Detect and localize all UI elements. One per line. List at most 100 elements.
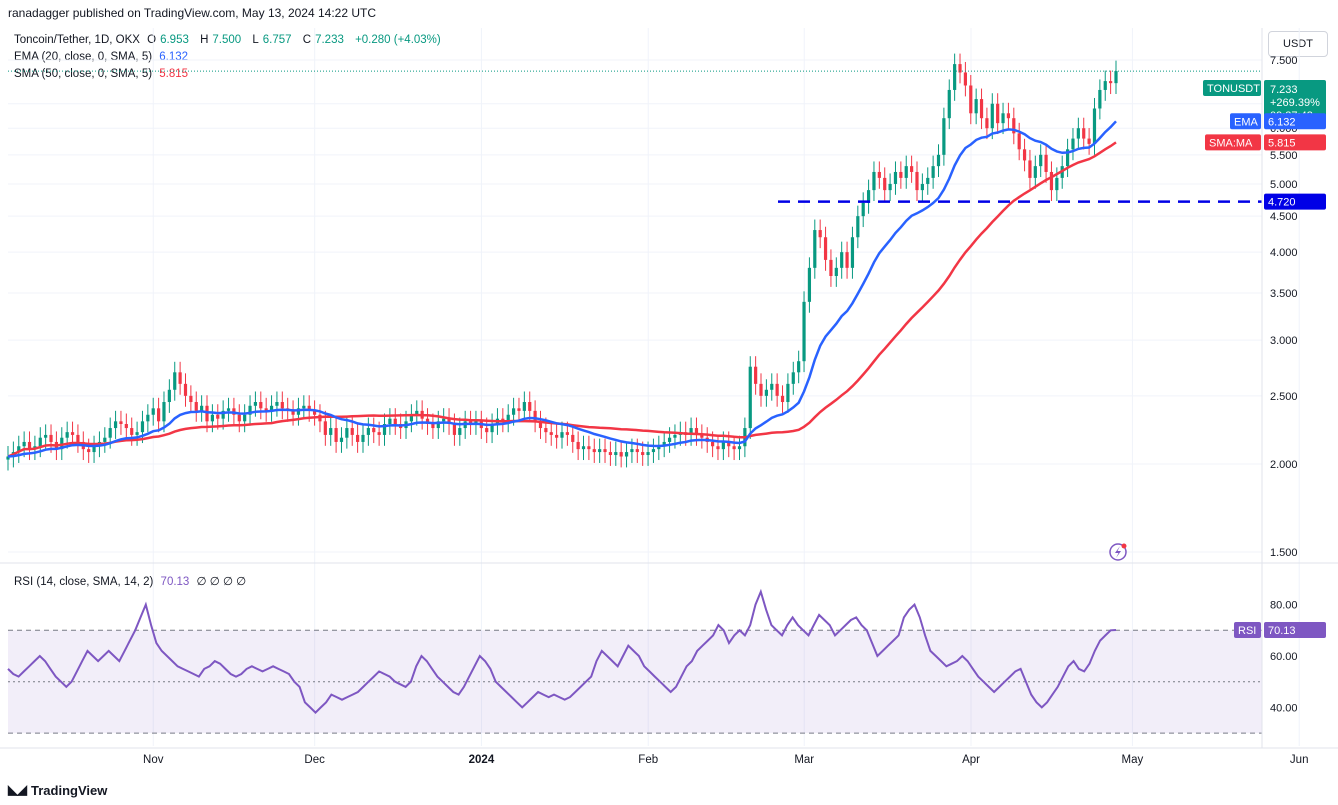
candle-body: [926, 177, 930, 184]
candle-body: [49, 434, 53, 442]
rsi-line: [7, 588, 1117, 715]
candle-body: [1049, 171, 1054, 191]
candle-body: [200, 405, 204, 411]
candle: [259, 391, 263, 420]
symbol-name[interactable]: Toncoin/Tether, 1D, OKX: [14, 34, 140, 46]
rsi-tag-badge-text: RSI: [1238, 625, 1256, 637]
candle-body: [1001, 113, 1005, 124]
candle: [243, 404, 247, 433]
candle: [797, 350, 801, 384]
candle-body: [1098, 89, 1102, 109]
lightning-bolt-icon[interactable]: [1109, 543, 1127, 561]
candle-body: [813, 230, 817, 268]
candle-body: [124, 424, 128, 429]
candle-body: [587, 446, 591, 450]
candle-body: [538, 421, 543, 429]
candle-body: [269, 405, 274, 411]
ema-tag-badge-text: EMA: [1234, 116, 1259, 128]
candle-body: [850, 237, 855, 268]
candle: [393, 408, 397, 435]
candle: [1065, 138, 1070, 178]
candle: [866, 179, 871, 214]
candle: [985, 107, 989, 140]
candle: [598, 438, 602, 463]
candle: [619, 441, 623, 468]
candle: [764, 379, 768, 407]
ema-value-badge-bg: [1264, 113, 1326, 130]
candle: [1033, 155, 1037, 189]
candle-body: [431, 424, 435, 429]
candle-body: [856, 216, 860, 238]
candle: [1006, 102, 1011, 130]
rsi-axis-tick: 60.00: [1270, 651, 1298, 663]
publisher-caption: ranadagger published on TradingView.com,…: [8, 6, 377, 20]
candle: [162, 391, 166, 433]
time-axis-tick: Dec: [304, 754, 325, 766]
sma-legend[interactable]: SMA (50, close, 0, SMA, 5) 5.815: [14, 68, 192, 80]
candle: [113, 410, 118, 439]
sma-legend-value: 5.815: [159, 68, 189, 80]
candle-body: [27, 441, 32, 450]
candle: [780, 385, 785, 413]
candle-body: [65, 432, 69, 438]
candle-body: [791, 372, 795, 384]
candle: [76, 424, 80, 453]
candle-body: [780, 395, 785, 403]
candle: [1039, 144, 1043, 178]
candle-body: [635, 449, 639, 453]
candle: [533, 400, 537, 433]
candle: [345, 417, 349, 449]
candle: [931, 155, 935, 189]
candle: [651, 438, 656, 463]
candle: [915, 161, 919, 202]
candle-body: [1017, 133, 1021, 150]
candle-body: [872, 171, 876, 191]
candle: [506, 404, 510, 433]
candle: [657, 435, 661, 461]
candle: [538, 410, 543, 439]
candle-body: [167, 389, 171, 403]
candle-body: [1092, 108, 1097, 144]
candle-body: [528, 402, 532, 411]
candle: [775, 373, 779, 407]
low-value: 6.757: [262, 34, 292, 46]
candle: [119, 410, 123, 435]
candle: [883, 167, 887, 202]
candle: [861, 192, 865, 228]
level-value-badge-bg: [1264, 193, 1326, 210]
candle-body: [108, 428, 112, 438]
currency-button[interactable]: USDT: [1268, 31, 1328, 57]
candle: [302, 395, 306, 420]
candle: [963, 61, 967, 97]
candle-body: [840, 252, 844, 268]
rsi-legend[interactable]: RSI (14, close, SMA, 14, 2) 70.13 ∅ ∅ ∅ …: [14, 574, 250, 588]
candle: [936, 144, 941, 178]
candle: [754, 356, 758, 395]
candle-body: [893, 171, 898, 184]
rsi-legend-value: 70.13: [160, 576, 190, 588]
candle: [183, 373, 188, 407]
candle: [947, 79, 951, 130]
candle: [1028, 149, 1032, 189]
candle-body: [221, 410, 225, 419]
candle-body: [377, 432, 381, 435]
candle: [329, 417, 333, 446]
candle: [372, 417, 376, 444]
candle-body: [646, 452, 650, 456]
candle: [974, 88, 978, 125]
candle-body: [866, 190, 871, 203]
candle: [1114, 60, 1118, 95]
candle-body: [915, 171, 919, 191]
candle-body: [307, 405, 311, 411]
candle: [926, 167, 930, 195]
candle: [528, 391, 532, 422]
candle-body: [947, 89, 951, 119]
ema-line: [7, 120, 1117, 458]
candle: [1087, 128, 1091, 155]
candle: [280, 391, 284, 420]
candle-body: [533, 410, 537, 422]
candle-body: [388, 418, 392, 425]
candle: [888, 173, 892, 202]
price-axis-tick: 7.500: [1270, 55, 1298, 67]
